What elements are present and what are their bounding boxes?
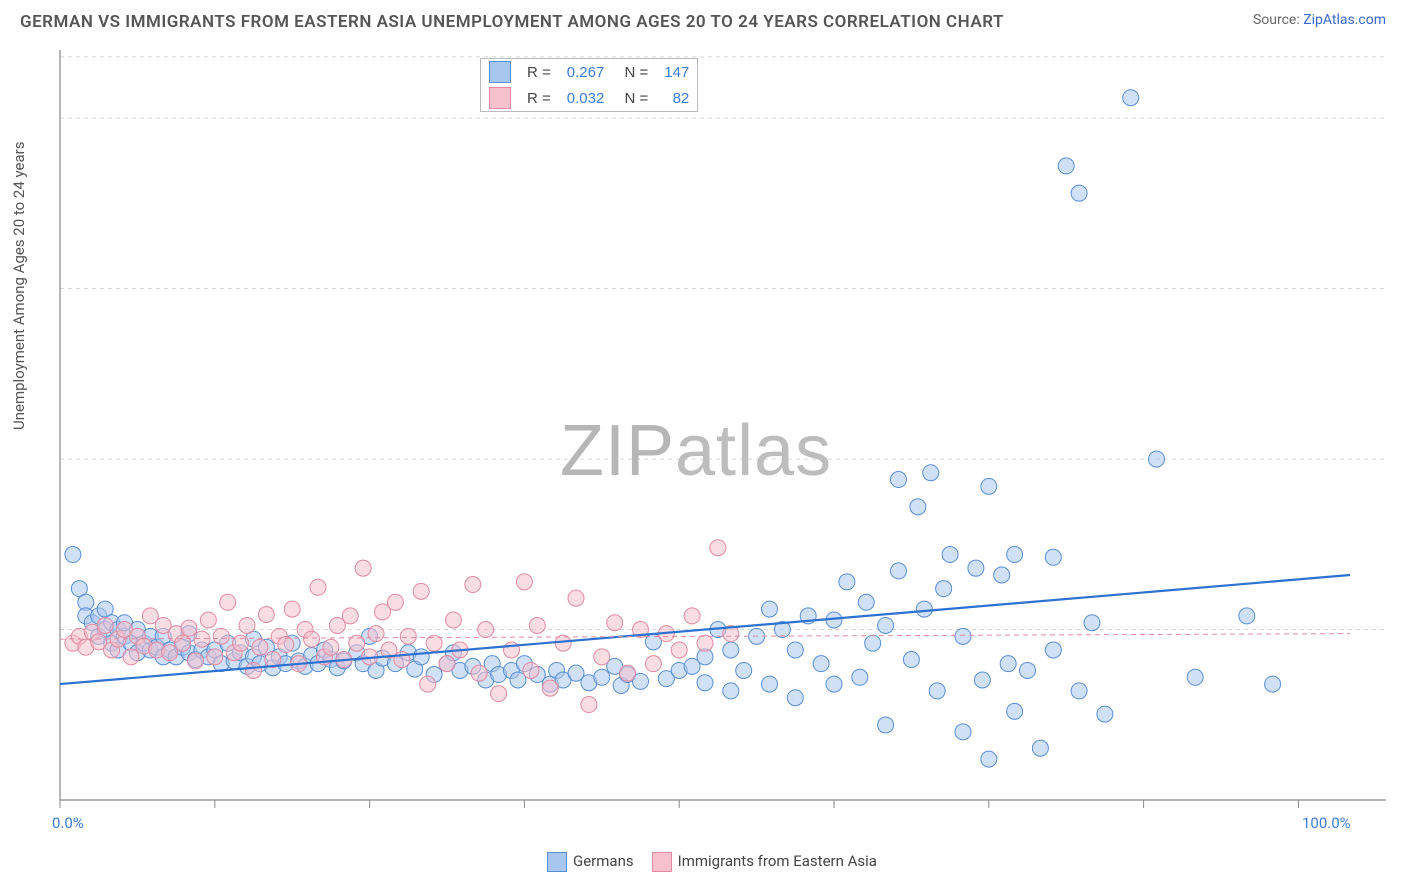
x-axis-tick-label: 100.0% [1302, 814, 1351, 832]
legend-swatch [652, 852, 672, 872]
chart-title: GERMAN VS IMMIGRANTS FROM EASTERN ASIA U… [20, 12, 1004, 32]
legend-swatch [489, 87, 511, 109]
y-axis-tick-label: 25.0% [1388, 449, 1406, 467]
legend-swatch [489, 61, 511, 83]
source-credit: Source: ZipAtlas.com [1253, 12, 1386, 32]
y-axis-tick-label: 50.0% [1388, 108, 1406, 126]
y-axis-tick-label: 12.5% [1388, 620, 1406, 638]
chart-area [50, 40, 1396, 830]
source-link[interactable]: ZipAtlas.com [1303, 12, 1386, 28]
y-axis-label: Unemployment Among Ages 20 to 24 years [10, 142, 28, 430]
legend-swatch [547, 852, 567, 872]
scatter-chart [50, 40, 1396, 830]
series-legend: Germans Immigrants from Eastern Asia [0, 852, 1406, 872]
x-axis-tick-label: 0.0% [52, 814, 84, 832]
source-prefix: Source: [1253, 12, 1303, 28]
legend-label: Immigrants from Eastern Asia [678, 852, 877, 870]
correlation-legend: R =0.267 N =147R =0.032 N =82 [480, 58, 698, 112]
y-axis-tick-label: 37.5% [1388, 279, 1406, 297]
legend-label: Germans [573, 852, 634, 870]
